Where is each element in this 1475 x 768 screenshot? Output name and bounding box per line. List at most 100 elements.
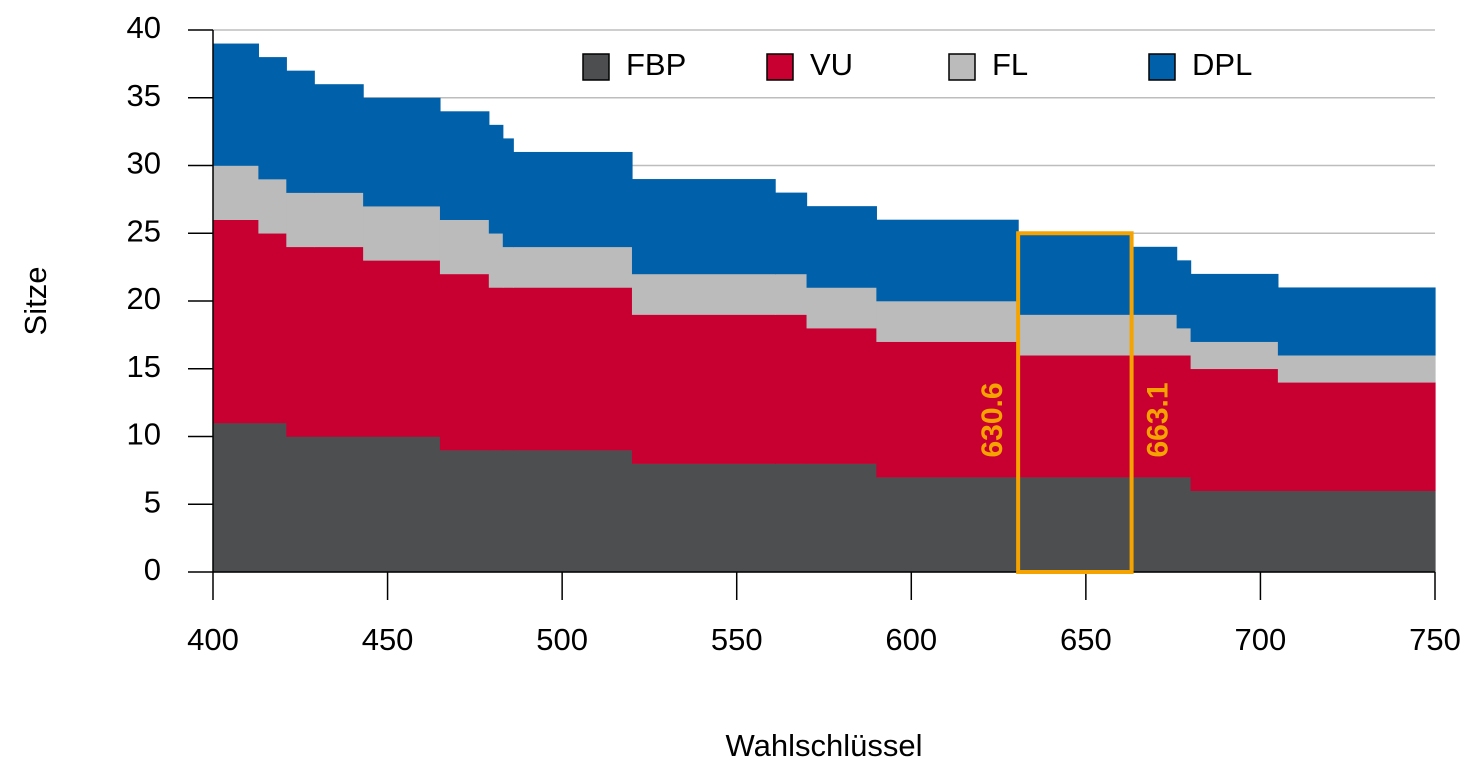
area-step <box>213 165 259 220</box>
area-step <box>775 314 808 464</box>
area-step <box>1176 328 1192 356</box>
legend-swatch <box>1148 53 1176 81</box>
area-step <box>1131 477 1178 573</box>
area-step <box>363 260 441 437</box>
area-step <box>876 341 1019 478</box>
area-step <box>363 436 441 573</box>
area-step <box>775 273 808 315</box>
highlight-label: 663.1 <box>1142 382 1175 457</box>
area-step <box>502 138 514 248</box>
area-step <box>513 450 633 573</box>
legend-swatch <box>948 53 976 81</box>
area-step <box>1277 355 1436 383</box>
area-step <box>1018 233 1133 315</box>
legend-label: DPL <box>1192 47 1252 82</box>
area-step <box>775 192 808 275</box>
area-step <box>286 436 315 573</box>
area-step <box>1190 368 1279 491</box>
y-tick-label: 10 <box>127 417 161 452</box>
x-axis-label: Wahlschlüssel <box>726 728 923 763</box>
area-step <box>488 124 504 234</box>
area-step <box>314 192 364 248</box>
highlight-label: 630.6 <box>976 382 1009 457</box>
area-step <box>806 287 877 329</box>
area-step <box>513 287 633 451</box>
area-step <box>258 422 287 573</box>
x-tick-label: 450 <box>362 622 414 657</box>
area-step <box>1018 355 1133 478</box>
area-step <box>488 233 504 288</box>
legend-swatch <box>766 53 794 81</box>
x-tick-label: 600 <box>885 622 937 657</box>
area-step <box>258 179 287 234</box>
area-step <box>213 43 259 166</box>
area-step <box>1190 490 1279 573</box>
y-tick-label: 40 <box>127 10 161 45</box>
area-step <box>314 436 364 573</box>
area-step <box>213 422 259 573</box>
x-tick-label: 650 <box>1060 622 1112 657</box>
area-step <box>1277 287 1436 356</box>
x-tick-label: 700 <box>1235 622 1287 657</box>
area-step <box>286 246 315 437</box>
x-tick-label: 400 <box>187 622 239 657</box>
area-step <box>314 84 364 193</box>
x-tick-label: 750 <box>1409 622 1461 657</box>
x-tick-label: 500 <box>536 622 588 657</box>
area-step <box>286 70 315 193</box>
y-tick-label: 35 <box>127 78 161 113</box>
area-step <box>513 246 633 288</box>
area-step <box>488 450 504 573</box>
area-step <box>1190 273 1279 342</box>
y-tick-label: 25 <box>127 213 161 248</box>
area-step <box>631 179 776 275</box>
area-step <box>806 328 877 464</box>
legend-swatch <box>582 53 610 81</box>
area-step <box>502 287 514 451</box>
area-step <box>1018 314 1133 356</box>
highlight-box <box>1016 231 1134 574</box>
y-axis-label: Sitze <box>18 267 53 336</box>
y-tick-label: 20 <box>127 281 161 316</box>
area-step <box>314 246 364 437</box>
y-tick-label: 15 <box>127 349 161 384</box>
area-step <box>806 463 877 573</box>
area-step <box>876 301 1019 342</box>
area-step <box>363 206 441 261</box>
area-step <box>631 463 776 573</box>
area-step <box>439 219 490 275</box>
y-tick-label: 0 <box>144 552 161 587</box>
legend-label: FL <box>992 47 1028 82</box>
area-step <box>806 206 877 288</box>
y-tick-label: 5 <box>144 484 161 519</box>
legend-label: VU <box>810 47 853 82</box>
area-step <box>1277 382 1436 491</box>
area-step <box>502 246 514 288</box>
x-tick-label: 550 <box>711 622 763 657</box>
area-step <box>775 463 808 573</box>
area-step <box>876 219 1019 302</box>
area-step <box>1190 341 1279 370</box>
area-step <box>876 477 1019 573</box>
area-step <box>439 111 490 220</box>
area-step <box>258 233 287 424</box>
area-step <box>258 57 287 180</box>
legend-label: FBP <box>626 47 686 82</box>
area-step <box>631 273 776 315</box>
area-step <box>1131 355 1178 478</box>
area-step <box>1131 314 1178 356</box>
area-step <box>439 273 490 451</box>
y-tick-label: 30 <box>127 146 161 181</box>
area-step <box>1018 477 1133 573</box>
area-step <box>213 219 259 424</box>
area-step <box>488 287 504 451</box>
area-step <box>1131 246 1178 315</box>
area-step <box>1176 355 1192 478</box>
area-step <box>1277 490 1436 573</box>
area-step <box>363 97 441 207</box>
area-step <box>502 450 514 573</box>
area-step <box>1176 477 1192 573</box>
area-step <box>631 314 776 464</box>
area-step <box>1176 260 1192 329</box>
